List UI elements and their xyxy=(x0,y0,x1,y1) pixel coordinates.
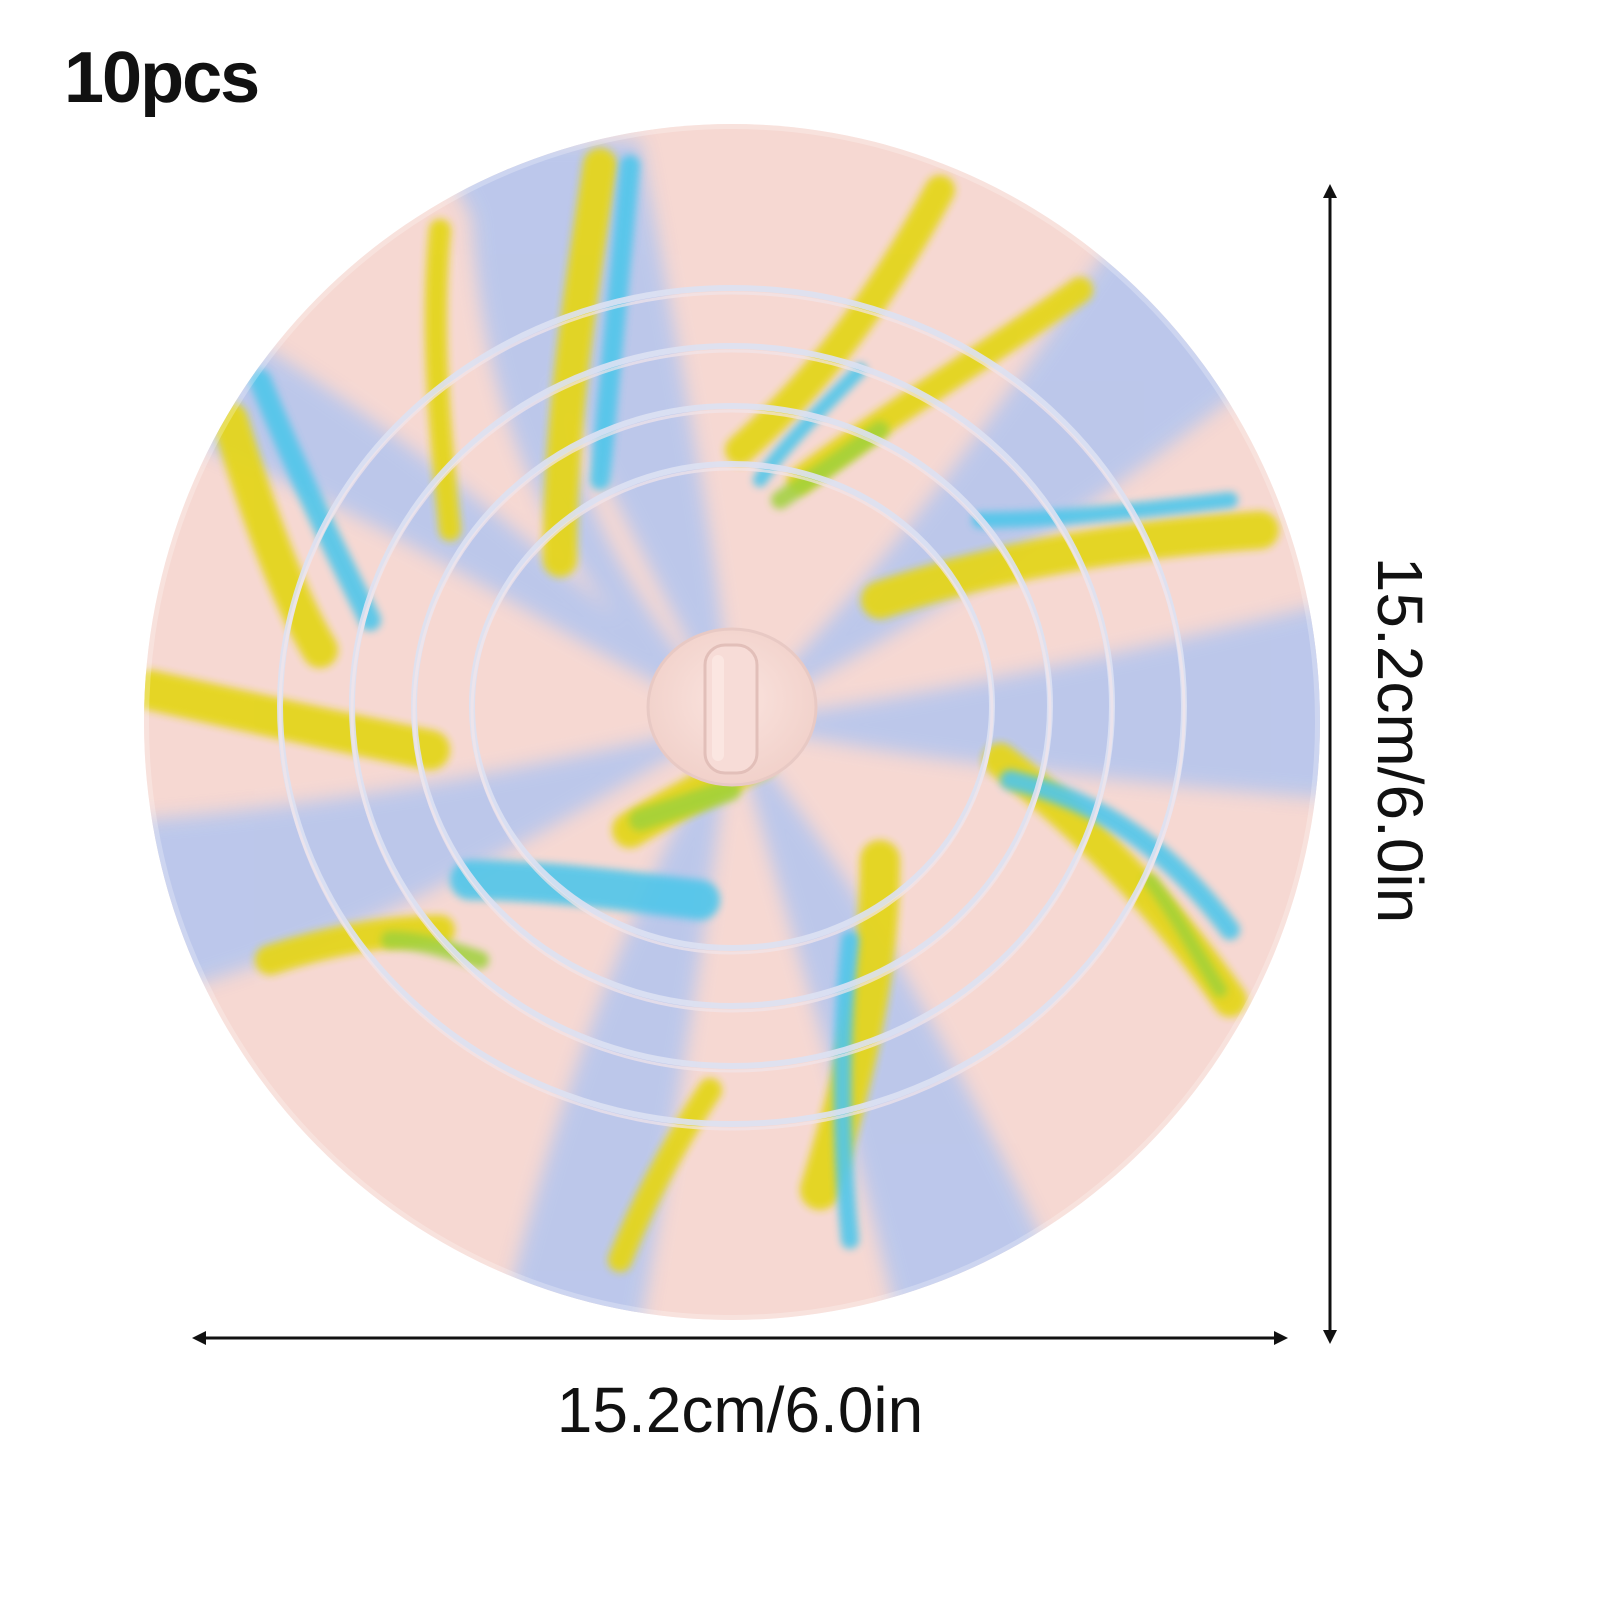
stopper-handle xyxy=(646,627,818,787)
height-dimension-label: 15.2cm/6.0in xyxy=(1364,556,1436,924)
stopper-disc xyxy=(144,124,1320,1320)
width-dimension-arrow xyxy=(192,1331,1288,1345)
height-dimension-arrow xyxy=(1323,184,1337,1344)
quantity-label: 10pcs xyxy=(64,38,260,118)
width-dimension-label: 15.2cm/6.0in xyxy=(556,1374,924,1446)
